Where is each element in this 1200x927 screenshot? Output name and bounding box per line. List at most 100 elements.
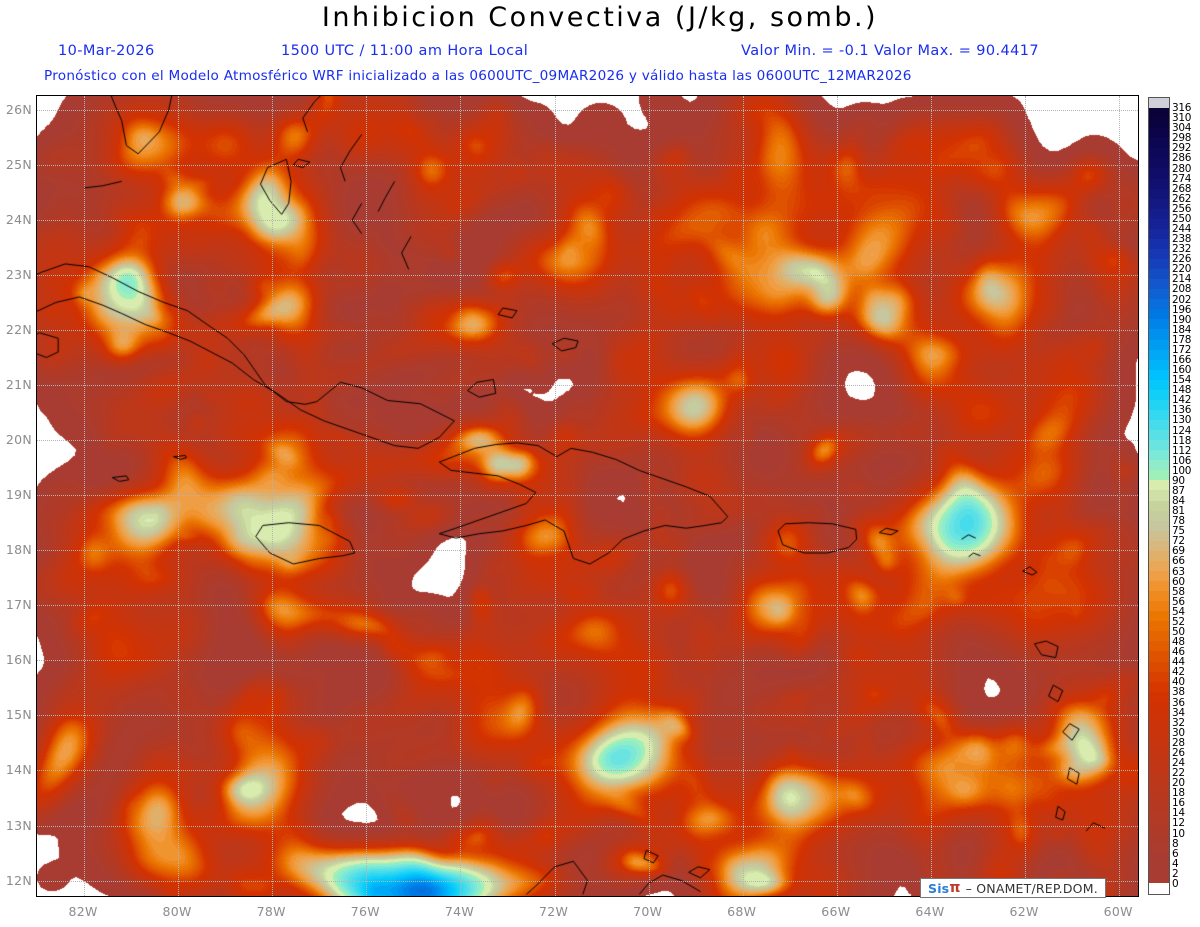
y-axis-tick: 18N (5, 542, 32, 558)
colorbar-cell (1149, 218, 1169, 229)
gridline-parallel (37, 880, 1138, 882)
colorbar-cell (1149, 681, 1169, 692)
colorbar-cell (1149, 198, 1169, 209)
x-axis-tick: 72W (538, 904, 569, 919)
colorbar-cell (1149, 279, 1169, 290)
colorbar-cell (1149, 762, 1169, 773)
colorbar-cell (1149, 510, 1169, 521)
colorbar-tick: 226 (1172, 253, 1192, 266)
colorbar-cell (1149, 812, 1169, 823)
colorbar-tick: 38 (1172, 686, 1185, 699)
colorbar-tick: 256 (1172, 202, 1192, 215)
colorbar-tick: 78 (1172, 515, 1185, 528)
x-axis-tick: 82W (68, 904, 98, 919)
colorbar-cell (1149, 782, 1169, 793)
colorbar-tick: 274 (1172, 172, 1192, 185)
colorbar-tick: 238 (1172, 233, 1192, 246)
gridline-parallel (37, 109, 1138, 111)
colorbar-tick: 10 (1172, 827, 1185, 840)
colorbar-cell (1149, 118, 1169, 129)
page-title: Inhibicion Convectiva (J/kg, somb.) (321, 2, 879, 33)
colorbar-tick: 84 (1172, 495, 1185, 508)
y-axis-tick: 24N (5, 211, 32, 227)
colorbar-tick: 232 (1172, 243, 1192, 256)
colorbar-cell (1149, 621, 1169, 632)
colorbar-tick: 244 (1172, 222, 1192, 235)
colorbar-cell (1149, 309, 1169, 320)
colorbar-cell (1149, 389, 1169, 400)
y-axis-tick: 22N (5, 321, 32, 337)
colorbar-tick: 166 (1172, 353, 1192, 366)
x-axis-tick: 64W (915, 904, 945, 919)
colorbar-cell (1149, 430, 1169, 441)
colorbar-tick: 250 (1172, 212, 1192, 225)
colorbar-cell (1149, 802, 1169, 813)
colorbar-tick: 52 (1172, 615, 1185, 628)
colorbar (1148, 97, 1170, 895)
colorbar-tick: 30 (1172, 726, 1185, 739)
colorbar-cell (1149, 128, 1169, 139)
colorbar-cell (1149, 349, 1169, 360)
y-axis-tick: 21N (5, 377, 32, 393)
x-axis-tick: 78W (256, 904, 286, 919)
gridline-parallel (37, 495, 1138, 497)
map-plot-area (36, 95, 1139, 897)
colorbar-tick: 22 (1172, 767, 1185, 780)
colorbar-tick: 220 (1172, 263, 1192, 276)
colorbar-tick: 148 (1172, 384, 1192, 397)
colorbar-cap-cell (1149, 98, 1169, 109)
colorbar-tick: 268 (1172, 182, 1192, 195)
colorbar-cell (1149, 601, 1169, 612)
colorbar-tick: 304 (1172, 122, 1192, 135)
colorbar-tick: 66 (1172, 555, 1185, 568)
colorbar-tick: 292 (1172, 142, 1192, 155)
colorbar-tick: 124 (1172, 424, 1192, 437)
colorbar-cell (1149, 480, 1169, 491)
gridline-parallel (37, 440, 1138, 442)
colorbar-tick: 48 (1172, 636, 1185, 649)
colorbar-cell (1149, 248, 1169, 259)
colorbar-tick: 46 (1172, 646, 1185, 659)
colorbar-tick: 72 (1172, 535, 1185, 548)
x-axis-tick: 60W (1103, 904, 1133, 919)
gridline-parallel (37, 770, 1138, 772)
attribution-logo: Sis π – ONAMET/REP.DOM. (920, 878, 1106, 898)
colorbar-cell (1149, 611, 1169, 622)
colorbar-cell (1149, 409, 1169, 420)
colorbar-tick: 42 (1172, 666, 1185, 679)
colorbar-cell (1149, 520, 1169, 531)
colorbar-cell (1149, 178, 1169, 189)
colorbar-cell (1149, 420, 1169, 431)
forecast-time: 1500 UTC / 11:00 am Hora Local (281, 43, 529, 59)
colorbar-tick: 172 (1172, 343, 1192, 356)
colorbar-tick: 112 (1172, 444, 1192, 457)
colorbar-cell (1149, 500, 1169, 511)
colorbar-tick: 16 (1172, 797, 1185, 810)
gridline-parallel (37, 219, 1138, 221)
colorbar-tick: 316 (1172, 102, 1192, 115)
colorbar-cell (1149, 711, 1169, 722)
colorbar-tick: 90 (1172, 474, 1185, 487)
logo-sis-text: Sis (928, 880, 950, 896)
colorbar-tick: 0 (1172, 877, 1179, 890)
colorbar-cell (1149, 168, 1169, 179)
colorbar-tick: 44 (1172, 656, 1185, 669)
colorbar-tick: 26 (1172, 746, 1185, 759)
colorbar-cell (1149, 369, 1169, 380)
colorbar-tick: 184 (1172, 323, 1192, 336)
colorbar-cell (1149, 440, 1169, 451)
colorbar-cell (1149, 379, 1169, 390)
y-axis-tick: 17N (5, 597, 32, 613)
logo-org-text: – ONAMET/REP.DOM. (965, 880, 1098, 896)
y-axis-tick: 19N (5, 487, 32, 503)
y-axis-tick: 23N (5, 266, 32, 282)
colorbar-tick: 8 (1172, 837, 1179, 850)
colorbar-tick: 20 (1172, 777, 1185, 790)
forecast-date: 10-Mar-2026 (58, 43, 155, 59)
y-axis-tick: 15N (5, 707, 32, 723)
gridline-parallel (37, 605, 1138, 607)
y-axis-tick: 16N (5, 652, 32, 668)
colorbar-cell (1149, 540, 1169, 551)
x-axis-tick: 76W (350, 904, 380, 919)
y-axis-tick: 25N (5, 156, 32, 172)
